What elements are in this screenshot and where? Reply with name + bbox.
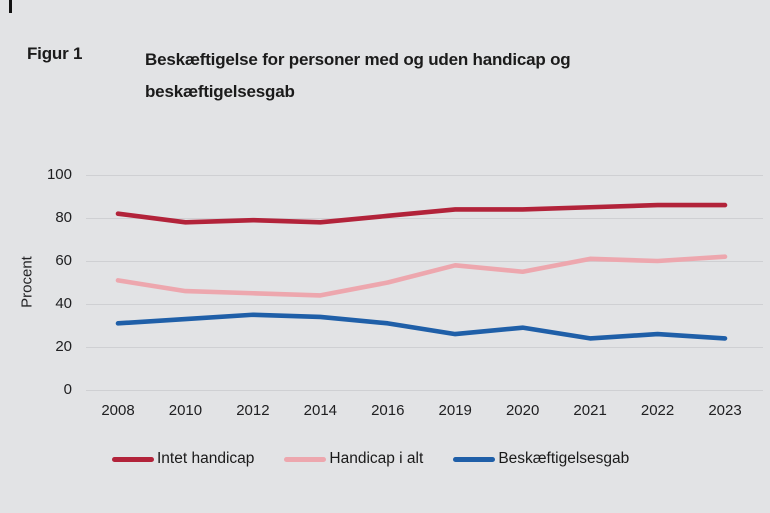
legend-item-handicap-i-alt: Handicap i alt: [284, 450, 423, 468]
x-tick-label: 2008: [101, 402, 135, 419]
x-tick-label: 2014: [303, 402, 338, 419]
x-tick-label: 2020: [505, 402, 540, 419]
y-tick-label: 100: [46, 166, 72, 183]
figure-label: Figur 1: [27, 44, 83, 63]
x-tick-label: 2021: [573, 402, 607, 419]
figure-title-line2: beskæftigelsesgab: [145, 82, 295, 101]
y-tick-label: 40: [55, 295, 72, 312]
series-line-handicap-i-alt: [115, 254, 728, 298]
figure-title: Beskæftigelse for personer med og uden h…: [145, 44, 685, 108]
series-line-intet-handicap: [115, 202, 728, 225]
x-tick-label: 2016: [371, 402, 405, 419]
legend-label: Intet handicap: [157, 450, 255, 467]
legend-swatch-handicap-i-alt: [284, 456, 327, 462]
x-tick-label: 2012: [236, 402, 270, 419]
legend-swatch-beskaeftigelsesgab: [453, 456, 496, 462]
chart-legend: Intet handicap Handicap i alt Beskæftige…: [112, 450, 629, 468]
series-line-besk-ftigelsesgab: [115, 312, 728, 341]
legend-label: Beskæftigelsesgab: [498, 450, 630, 467]
y-axis-tick-labels: 0 20 40 60 80 100: [0, 0, 72, 513]
y-tick-label: 60: [55, 252, 72, 269]
x-tick-label: 2019: [438, 402, 472, 419]
y-tick-label: 80: [55, 209, 72, 226]
legend-label: Handicap i alt: [329, 450, 424, 467]
y-tick-label: 0: [63, 381, 72, 398]
y-tick-label: 20: [55, 338, 72, 355]
x-tick-label: 2010: [168, 402, 203, 419]
x-tick-label: 2022: [640, 402, 675, 419]
legend-swatch-intet-handicap: [112, 456, 154, 462]
x-tick-label: 2023: [708, 402, 742, 419]
legend-item-beskaeftigelsesgab: Beskæftigelsesgab: [453, 450, 629, 468]
figure-title-line1: Beskæftigelse for personer med og uden h…: [145, 50, 571, 69]
text-caret-mark: [9, 0, 12, 13]
legend-item-intet-handicap: Intet handicap: [112, 450, 254, 468]
